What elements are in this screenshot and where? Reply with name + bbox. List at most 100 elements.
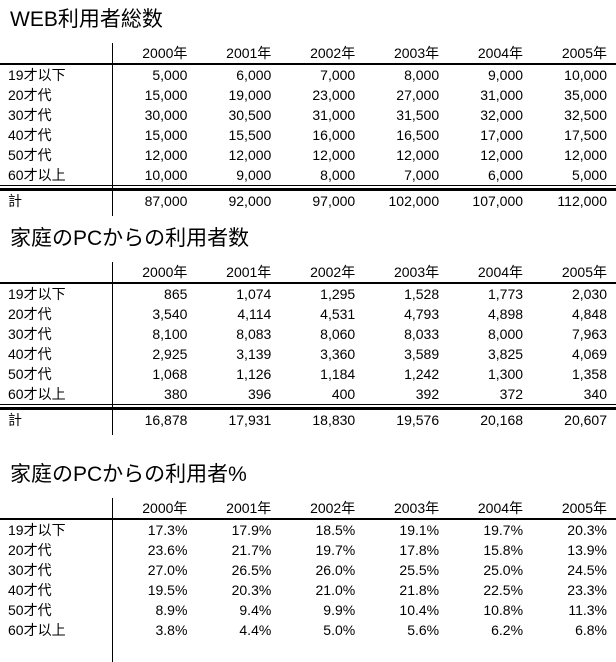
value-cell: 5,000 <box>532 165 616 186</box>
row-label-cell: 19才以下 <box>0 64 113 85</box>
row-label-cell: 60才以上 <box>0 384 113 405</box>
value-cell: 23.6% <box>147 542 188 558</box>
total-separator-row <box>0 185 616 191</box>
value-cell: 4,114 <box>237 306 272 322</box>
separator-cell <box>280 404 365 410</box>
value-cell: 4,069 <box>571 346 607 362</box>
overhang-cell <box>196 211 280 216</box>
home-pc-users-table: 2000年 2001年 2002年 2003年 2004年 2005年 19才以下 865 1,… <box>0 262 616 435</box>
row-label-cell: 30才代 <box>0 105 113 125</box>
value-cell: 26.0% <box>315 562 356 578</box>
total-value-cell: 92,000 <box>228 193 272 209</box>
vertical-line-overhang-row <box>0 640 616 662</box>
table-row: 19才以下 865 1,074 1,295 1,528 1,773 2,030 <box>0 283 616 304</box>
value-cell: 19,000 <box>228 87 272 103</box>
row-label-cell: 60才以上 <box>0 165 113 186</box>
year-header-cell: 2004年 <box>448 262 533 284</box>
value-cell: 1,295 <box>320 286 356 302</box>
separator-cell <box>0 185 113 191</box>
value-cell: 9,000 <box>196 165 281 186</box>
value-cell: 19.5% <box>147 582 188 598</box>
value-cell: 27.0% <box>147 562 188 578</box>
year-header-cell: 2001年 <box>196 498 281 520</box>
overhang-cell <box>113 430 197 435</box>
value-cell: 17.9% <box>231 522 272 538</box>
value-cell: 15,000 <box>144 127 188 143</box>
total-value-cell: 87,000 <box>144 193 188 209</box>
value-cell: 1,126 <box>236 366 272 382</box>
value-cell: 12,000 <box>312 147 356 163</box>
value-cell: 4,848 <box>571 306 607 322</box>
total-separator-row <box>0 404 616 410</box>
value-cell: 8,000 <box>487 326 524 342</box>
year-header-cell: 2005年 <box>532 43 616 65</box>
value-cell: 16,500 <box>396 127 440 143</box>
value-cell: 21.8% <box>399 582 440 598</box>
separator-cell <box>196 404 281 410</box>
value-cell: 1,358 <box>571 366 607 382</box>
separator-cell <box>448 185 533 191</box>
overhang-cell <box>532 640 616 662</box>
table-header-row: 2000年 2001年 2002年 2003年 2004年 2005年 <box>0 498 616 520</box>
vertical-line-overhang-row <box>0 430 616 435</box>
value-cell: 9,000 <box>487 67 524 83</box>
separator-cell <box>0 404 113 410</box>
row-label-cell: 20才代 <box>0 540 113 560</box>
overhang-cell <box>0 640 113 662</box>
total-row: 計 16,878 17,931 18,830 19,576 20,168 20,607 <box>0 408 616 430</box>
section-home-pc-users: 家庭のPCからの利用者数 2000年 2001年 2002年 2003年 2004年 20… <box>0 228 616 435</box>
value-cell: 400 <box>280 384 365 405</box>
year-header-cell: 2001年 <box>196 43 281 65</box>
overhang-cell <box>280 211 364 216</box>
value-cell: 7,000 <box>320 67 356 83</box>
separator-cell <box>448 404 533 410</box>
value-cell: 12,000 <box>480 147 524 163</box>
section-title-web-users-total: WEB利用者総数 <box>10 8 163 31</box>
overhang-cell <box>364 640 448 662</box>
year-header-cell: 2005年 <box>532 498 616 520</box>
row-label-cell: 50才代 <box>0 364 113 384</box>
value-cell: 16,000 <box>312 127 356 143</box>
value-cell: 32,500 <box>564 107 607 123</box>
value-cell: 22.5% <box>483 582 524 598</box>
value-cell: 380 <box>112 384 197 405</box>
year-header-cell: 2002年 <box>280 498 365 520</box>
row-label-cell: 40才代 <box>0 580 113 600</box>
row-label-cell: 20才代 <box>0 85 113 105</box>
table-row: 60才以上 380 396 400 392 372 340 <box>0 384 616 405</box>
value-cell: 15.8% <box>483 542 524 558</box>
value-cell: 4,898 <box>487 306 524 322</box>
table-row: 60才以上 10,000 9,000 8,000 7,000 6,000 5,000 <box>0 165 616 186</box>
overhang-cell <box>448 211 532 216</box>
table-header-row: 2000年 2001年 2002年 2003年 2004年 2005年 <box>0 262 616 284</box>
overhang-cell <box>448 640 532 662</box>
value-cell: 6,000 <box>236 67 272 83</box>
total-value-cell: 18,830 <box>312 412 356 428</box>
row-label-cell: 19才以下 <box>0 519 113 540</box>
value-cell: 19.7% <box>483 522 524 538</box>
section-title-home-pc-users: 家庭のPCからの利用者数 <box>10 227 250 250</box>
total-row: 計 87,000 92,000 97,000 102,000 107,000 112,000 <box>0 189 616 211</box>
value-cell: 31,500 <box>396 107 440 123</box>
table-row: 40才代 2,925 3,139 3,360 3,589 3,825 4,069 <box>0 344 616 364</box>
table-row: 50才代 1,068 1,126 1,184 1,242 1,300 1,358 <box>0 364 616 384</box>
section-web-users-total: WEB利用者総数 2000年 2001年 2002年 2003年 2004年 2005年 1… <box>0 0 616 216</box>
total-value-cell: 97,000 <box>312 193 356 209</box>
separator-cell <box>532 185 616 191</box>
table-row: 20才代 15,000 19,000 23,000 27,000 31,000 35,000 <box>0 85 616 105</box>
value-cell: 15,500 <box>228 127 272 143</box>
value-cell: 31,000 <box>480 87 524 103</box>
year-header-cell: 2002年 <box>280 262 365 284</box>
value-cell: 4,531 <box>320 306 356 322</box>
value-cell: 7,000 <box>364 165 449 186</box>
value-cell: 1,074 <box>236 286 272 302</box>
value-cell: 19.7% <box>315 542 356 558</box>
total-label-cell: 計 <box>0 408 113 430</box>
value-cell: 21.7% <box>231 542 272 558</box>
value-cell: 27,000 <box>396 87 440 103</box>
value-cell: 3,825 <box>487 346 524 362</box>
value-cell: 1,242 <box>404 366 440 382</box>
value-cell: 9.4% <box>239 602 272 618</box>
total-value-cell: 16,878 <box>144 412 188 428</box>
value-cell: 8,083 <box>236 326 272 342</box>
